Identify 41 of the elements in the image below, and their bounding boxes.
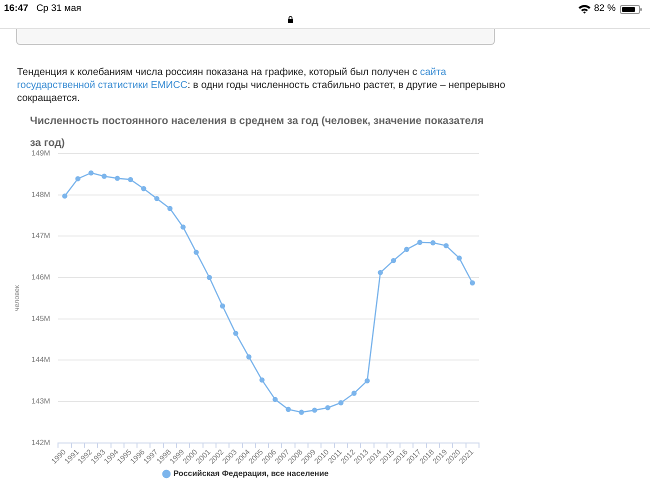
point bbox=[233, 330, 238, 336]
point bbox=[154, 196, 160, 202]
point bbox=[180, 224, 186, 230]
point bbox=[194, 250, 199, 255]
point bbox=[456, 255, 462, 261]
point bbox=[114, 176, 120, 181]
point bbox=[206, 274, 212, 280]
text: 16:47 bbox=[4, 3, 28, 14]
point bbox=[390, 258, 396, 264]
point bbox=[444, 243, 449, 248]
point bbox=[325, 405, 330, 410]
point bbox=[167, 206, 173, 212]
point bbox=[338, 400, 344, 406]
point bbox=[470, 280, 476, 286]
point bbox=[246, 354, 252, 360]
point bbox=[404, 246, 410, 252]
point bbox=[62, 193, 68, 199]
text: сайта bbox=[420, 66, 446, 79]
point bbox=[75, 176, 80, 182]
text: 82 % bbox=[594, 3, 616, 14]
point bbox=[102, 174, 107, 179]
point bbox=[430, 240, 436, 246]
point bbox=[312, 408, 318, 413]
text: Ср 31 мая bbox=[36, 3, 82, 14]
point bbox=[259, 377, 265, 383]
legend-label: Российская Федерация, все население bbox=[173, 469, 330, 478]
text: сокращается. bbox=[17, 92, 80, 105]
point bbox=[364, 378, 370, 384]
point bbox=[220, 303, 226, 309]
text: государственной статистики ЕМИСС bbox=[17, 79, 188, 92]
point bbox=[378, 270, 383, 276]
point bbox=[351, 390, 357, 396]
point bbox=[128, 176, 134, 182]
text: : в одни годы численность стабильно растет, в другие – непрерывно bbox=[187, 79, 506, 92]
text: Тенденция к колебаниям числа россиян показана на графике, который был получен с bbox=[17, 66, 418, 79]
point bbox=[286, 406, 291, 412]
point bbox=[141, 186, 146, 192]
point bbox=[298, 410, 304, 415]
point bbox=[88, 170, 94, 176]
point bbox=[417, 240, 422, 245]
point bbox=[272, 396, 278, 402]
